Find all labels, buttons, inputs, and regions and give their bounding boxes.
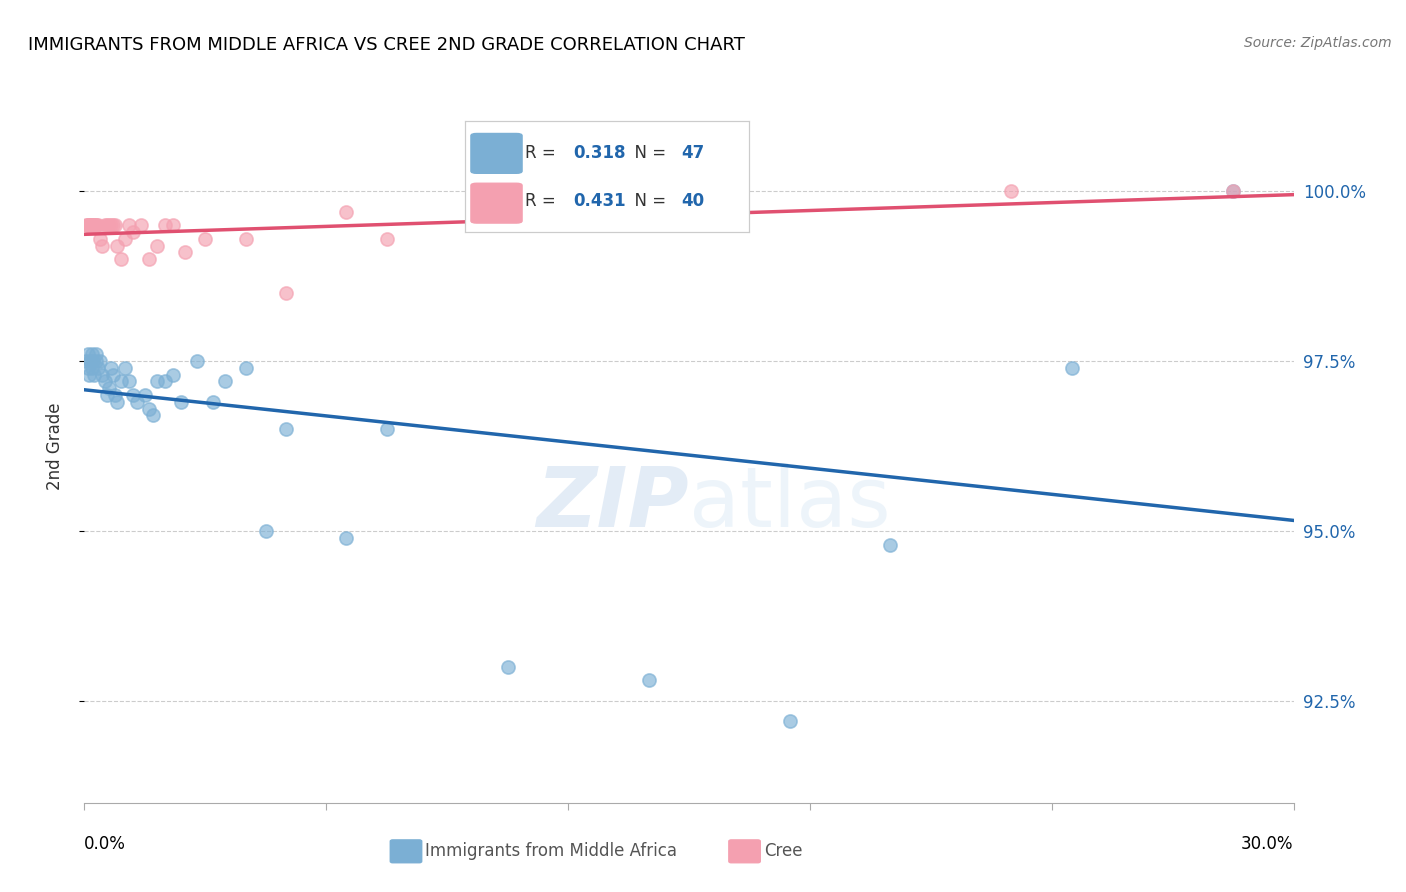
Point: [118, 218, 141, 232]
Point: [104, 218, 127, 232]
Point: [96, 218, 118, 232]
Point: [779, 714, 801, 729]
Point: [114, 360, 136, 375]
Point: [129, 218, 152, 232]
Point: [879, 537, 901, 551]
Point: [105, 394, 128, 409]
Point: [1060, 360, 1083, 375]
Point: [162, 368, 184, 382]
Text: Source: ZipAtlas.com: Source: ZipAtlas.com: [1244, 36, 1392, 50]
Point: [93, 375, 115, 389]
Point: [76, 218, 98, 232]
Point: [142, 409, 165, 423]
Point: [146, 375, 169, 389]
Point: [118, 375, 141, 389]
Point: [86, 347, 108, 361]
Text: IMMIGRANTS FROM MIDDLE AFRICA VS CREE 2ND GRADE CORRELATION CHART: IMMIGRANTS FROM MIDDLE AFRICA VS CREE 2N…: [28, 36, 745, 54]
Point: [87, 360, 110, 375]
Text: ZIP: ZIP: [536, 463, 689, 543]
Point: [75, 354, 97, 368]
Point: [1222, 184, 1244, 198]
Point: [121, 388, 143, 402]
Point: [77, 218, 100, 232]
Point: [80, 347, 103, 361]
Point: [83, 218, 105, 232]
Point: [598, 204, 620, 219]
Point: [84, 354, 107, 368]
Point: [335, 531, 357, 545]
Point: [153, 375, 176, 389]
Point: [83, 368, 105, 382]
Point: [375, 422, 398, 436]
Point: [104, 388, 127, 402]
Point: [138, 252, 160, 266]
Point: [214, 375, 236, 389]
Point: [75, 218, 97, 232]
Point: [170, 394, 193, 409]
Point: [77, 360, 100, 375]
Point: [335, 204, 357, 219]
Point: [274, 286, 297, 301]
Point: [97, 381, 120, 395]
Text: Cree: Cree: [763, 842, 803, 860]
Point: [105, 238, 128, 252]
Point: [100, 218, 122, 232]
Text: 30.0%: 30.0%: [1241, 835, 1294, 853]
Point: [186, 354, 208, 368]
Point: [375, 232, 398, 246]
Point: [138, 401, 160, 416]
Point: [89, 354, 111, 368]
Point: [235, 360, 257, 375]
Point: [79, 354, 101, 368]
FancyBboxPatch shape: [391, 840, 422, 863]
Point: [202, 394, 225, 409]
Point: [110, 375, 132, 389]
Point: [97, 218, 120, 232]
Point: [162, 218, 184, 232]
Point: [194, 232, 217, 246]
Text: Immigrants from Middle Africa: Immigrants from Middle Africa: [426, 842, 678, 860]
FancyBboxPatch shape: [728, 840, 761, 863]
Point: [82, 218, 104, 232]
Point: [101, 368, 124, 382]
Point: [121, 225, 143, 239]
Point: [1000, 184, 1022, 198]
Point: [93, 218, 115, 232]
Point: [134, 388, 156, 402]
Point: [174, 245, 197, 260]
Point: [91, 238, 114, 252]
Point: [82, 354, 104, 368]
Point: [110, 252, 132, 266]
Point: [82, 218, 104, 232]
Text: 0.0%: 0.0%: [84, 835, 127, 853]
Point: [80, 218, 103, 232]
Point: [101, 218, 124, 232]
Point: [79, 218, 101, 232]
Point: [82, 360, 104, 375]
Point: [91, 368, 114, 382]
Point: [274, 422, 297, 436]
Point: [77, 218, 100, 232]
Point: [114, 232, 136, 246]
Point: [496, 218, 519, 232]
Point: [96, 388, 118, 402]
Point: [89, 232, 111, 246]
Point: [100, 360, 122, 375]
Point: [84, 218, 107, 232]
Point: [87, 218, 110, 232]
Point: [235, 232, 257, 246]
Point: [496, 660, 519, 674]
Point: [125, 394, 148, 409]
Point: [254, 524, 277, 538]
Point: [1222, 184, 1244, 198]
Point: [77, 368, 100, 382]
Point: [153, 218, 176, 232]
Text: atlas: atlas: [689, 463, 890, 543]
Point: [637, 673, 659, 688]
Point: [76, 347, 98, 361]
Y-axis label: 2nd Grade: 2nd Grade: [45, 402, 63, 490]
Point: [146, 238, 169, 252]
Point: [86, 218, 108, 232]
